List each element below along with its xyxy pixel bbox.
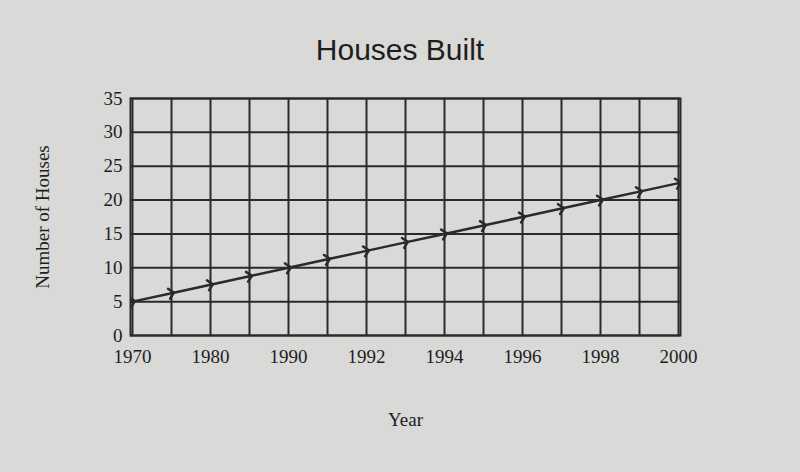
svg-text:0: 0 xyxy=(113,325,123,346)
svg-text:1996: 1996 xyxy=(504,346,542,367)
svg-text:Number of Houses: Number of Houses xyxy=(32,145,53,289)
svg-text:1990: 1990 xyxy=(270,346,308,367)
svg-text:15: 15 xyxy=(104,223,123,244)
svg-text:30: 30 xyxy=(104,121,123,142)
svg-text:35: 35 xyxy=(104,88,123,109)
svg-text:25: 25 xyxy=(104,155,123,176)
svg-text:1994: 1994 xyxy=(426,346,465,367)
svg-text:2000: 2000 xyxy=(660,346,698,367)
svg-text:1992: 1992 xyxy=(348,346,386,367)
svg-text:10: 10 xyxy=(104,257,123,278)
svg-text:1998: 1998 xyxy=(582,346,620,367)
svg-text:1980: 1980 xyxy=(192,346,230,367)
svg-text:20: 20 xyxy=(104,189,123,210)
html-text:Houses Built: Houses Built xyxy=(315,33,485,66)
svg-text:5: 5 xyxy=(113,291,123,312)
svg-text:Year: Year xyxy=(388,409,424,430)
svg-text:1970: 1970 xyxy=(114,346,152,367)
